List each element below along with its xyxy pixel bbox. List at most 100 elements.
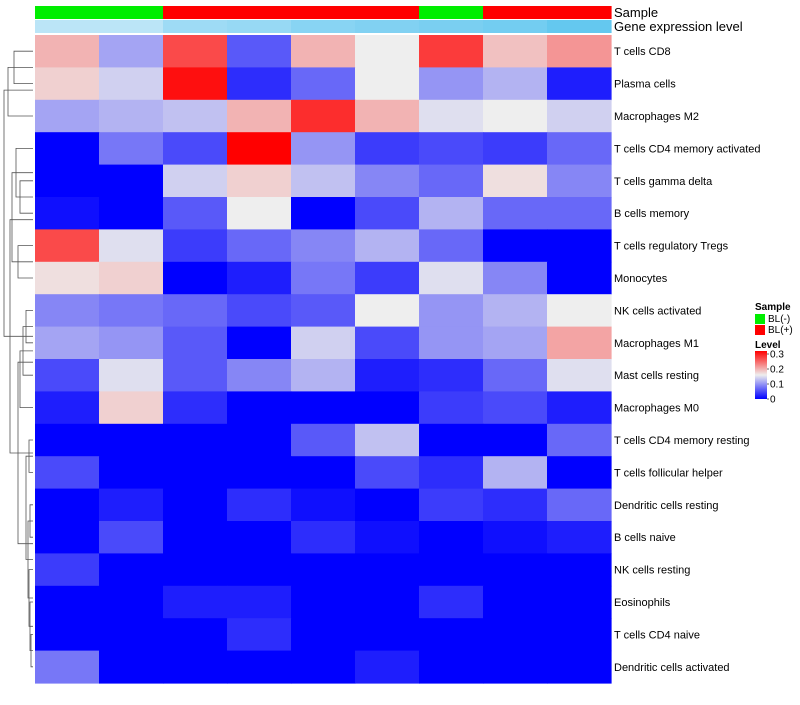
heatmap-cell [35, 521, 100, 554]
heatmap-cell [163, 261, 228, 295]
heatmap-cell [99, 326, 164, 360]
legend-sample-swatch [755, 325, 765, 335]
heatmap-cell [355, 650, 420, 684]
heatmap-cell [355, 391, 420, 425]
heatmap-cell [227, 650, 292, 684]
heatmap-cell [483, 553, 548, 587]
heatmap-cell [547, 618, 612, 652]
row-label: T cells follicular helper [614, 467, 723, 479]
heatmap-cell [163, 99, 228, 133]
heatmap-cell [355, 99, 420, 133]
heatmap-cell [419, 99, 484, 133]
heatmap-cell [419, 423, 484, 457]
expression-track-label: Gene expression level [614, 19, 743, 34]
heatmap-cell [163, 423, 228, 457]
heatmap-cell [227, 456, 292, 490]
heatmap-cell [163, 521, 228, 554]
heatmap-cell [35, 359, 100, 392]
heatmap-cell [99, 99, 164, 133]
heatmap-cell [355, 359, 420, 392]
sample-annotation-cell [547, 6, 612, 19]
legend-sample-label: BL(+) [768, 325, 793, 336]
row-label: Eosinophils [614, 597, 671, 609]
heatmap-cell [35, 197, 100, 230]
heatmap-cells [35, 35, 612, 684]
heatmap-cell [483, 423, 548, 457]
heatmap-cell [483, 261, 548, 295]
heatmap-cell [547, 35, 612, 68]
heatmap-cell [355, 618, 420, 652]
expression-annotation-cell [163, 20, 228, 33]
sample-annotation-cell [483, 6, 548, 19]
heatmap-cell [291, 521, 356, 554]
heatmap-cell [227, 391, 292, 425]
heatmap-cell [35, 99, 100, 133]
heatmap-cell [99, 650, 164, 684]
sample-annotation-cell [227, 6, 292, 19]
row-label: Macrophages M2 [614, 111, 699, 123]
legend-level-tick-label: 0 [770, 395, 776, 406]
heatmap-cell [355, 456, 420, 490]
heatmap-cell [35, 423, 100, 457]
heatmap-cell [355, 229, 420, 263]
heatmap-cell [163, 585, 228, 619]
legend-level-tick-label: 0.1 [770, 380, 784, 391]
heatmap-cell [419, 132, 484, 166]
heatmap-cell [291, 261, 356, 295]
row-dendrogram [3, 50, 33, 668]
heatmap-cell [483, 391, 548, 425]
heatmap-cell [227, 132, 292, 166]
heatmap-cell [547, 391, 612, 425]
dendrogram-branch [3, 89, 33, 337]
heatmap-cell [163, 553, 228, 587]
heatmap-cell [419, 456, 484, 490]
heatmap-cell [419, 294, 484, 328]
heatmap-cell [419, 585, 484, 619]
sample-annotation-cell [355, 6, 420, 19]
heatmap-cell [35, 35, 100, 68]
heatmap-cell [419, 229, 484, 263]
row-label: T cells gamma delta [614, 176, 713, 188]
dendrogram-branch [7, 67, 33, 117]
heatmap-cell [547, 197, 612, 230]
heatmap-cell [163, 456, 228, 490]
heatmap-cell [355, 326, 420, 360]
heatmap-cell [35, 391, 100, 425]
heatmap-cell [355, 294, 420, 328]
heatmap-cell [227, 553, 292, 587]
legend-sample-swatch [755, 314, 765, 324]
heatmap-cell [419, 261, 484, 295]
heatmap-cell [99, 132, 164, 166]
heatmap-cell [547, 585, 612, 619]
row-labels: T cells CD8 Plasma cells Macrophages M2 T c… [614, 46, 761, 674]
heatmap-cell [227, 618, 292, 652]
heatmap-cell [291, 585, 356, 619]
legend-level-tick-label: 0.3 [770, 350, 784, 361]
heatmap-cell [291, 326, 356, 360]
heatmap-cell [163, 67, 228, 101]
heatmap-cell [99, 488, 164, 522]
row-label: Macrophages M0 [614, 403, 699, 415]
heatmap-cell [483, 67, 548, 101]
heatmap-cell [291, 456, 356, 490]
heatmap-cell [547, 229, 612, 263]
heatmap-cell [483, 99, 548, 133]
heatmap-cell [163, 229, 228, 263]
heatmap-cell [163, 35, 228, 68]
heatmap-cell [35, 488, 100, 522]
heatmap-cell [355, 197, 420, 230]
heatmap-cell [35, 326, 100, 360]
heatmap-cell [355, 35, 420, 68]
heatmap-cell [483, 326, 548, 360]
row-label: T cells CD4 memory resting [614, 435, 750, 447]
heatmap-cell [163, 488, 228, 522]
dendrogram-branch [11, 172, 33, 263]
heatmap-cell [419, 488, 484, 522]
sample-annotation-cell [163, 6, 228, 19]
heatmap-cell [547, 521, 612, 554]
heatmap-cell [483, 456, 548, 490]
heatmap-cell [99, 391, 164, 425]
heatmap-cell [483, 521, 548, 554]
